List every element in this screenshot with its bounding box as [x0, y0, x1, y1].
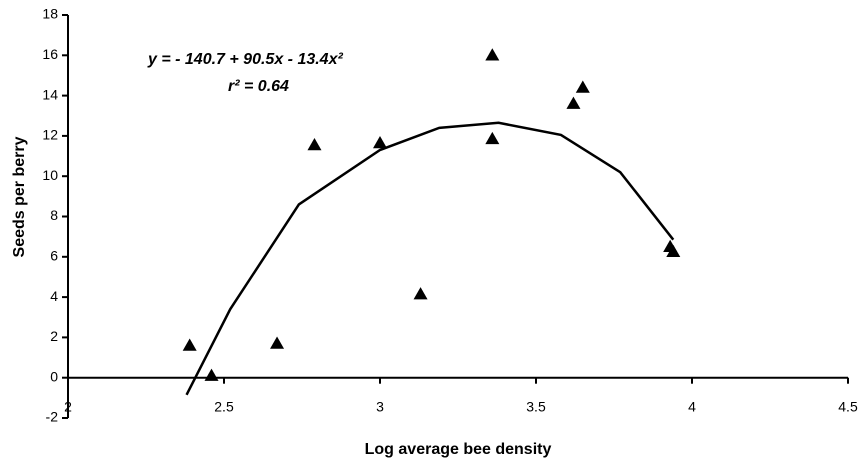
point: [575, 80, 590, 93]
y-tick-label: 14: [42, 86, 58, 102]
point: [413, 287, 428, 300]
point: [566, 96, 581, 109]
y-tick-label: 0: [50, 368, 58, 384]
y-tick-label: -2: [46, 409, 59, 425]
y-tick-label: 4: [50, 288, 58, 304]
y-axis-label: Seeds per berry: [11, 136, 28, 257]
point: [485, 48, 500, 61]
point: [204, 368, 219, 381]
y-tick-label: 12: [42, 127, 58, 143]
point: [485, 131, 500, 145]
point: [270, 336, 285, 349]
y-tick-label: 10: [42, 167, 58, 183]
x-tick-label: 4: [688, 399, 696, 415]
point: [666, 244, 681, 258]
x-axis-label: Log average bee density: [365, 441, 552, 458]
y-tick-label: 6: [50, 248, 58, 264]
x-tick-label: 3.5: [526, 399, 546, 415]
y-tick-label: 8: [50, 207, 58, 223]
point: [182, 338, 197, 351]
equation: y = - 140.7 + 90.5x - 13.4x²: [147, 51, 343, 68]
r-squared: r² = 0.64: [228, 78, 289, 95]
x-tick-label: 2.5: [214, 399, 234, 415]
point: [373, 135, 387, 149]
x-tick-label: 2: [64, 399, 72, 415]
trendline: [185, 121, 675, 396]
y-tick-label: 18: [42, 6, 58, 22]
y-tick-label: 16: [42, 46, 58, 62]
point: [307, 137, 322, 151]
x-tick-label: 3: [376, 399, 384, 415]
x-tick-label: 4.5: [838, 399, 858, 415]
y-tick-label: 2: [50, 328, 58, 344]
